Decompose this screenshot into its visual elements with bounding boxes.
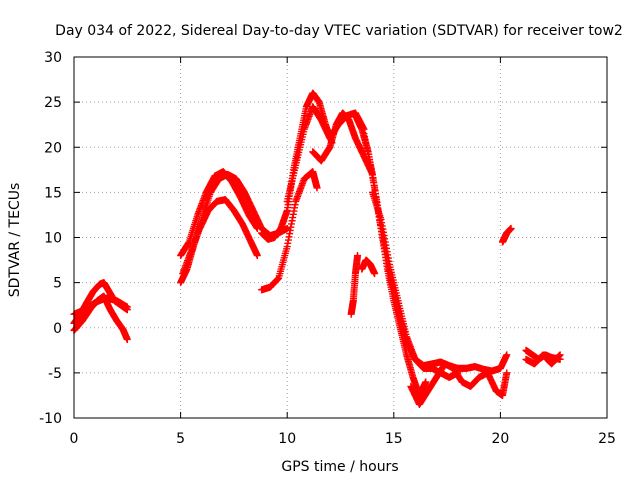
y-axis-label: SDTVAR / TECUs [7, 183, 23, 298]
data-point [507, 224, 515, 232]
series-track-d [177, 168, 261, 260]
data-point [123, 335, 131, 343]
grid-lines [74, 57, 607, 418]
y-tick-label: -10 [39, 411, 62, 427]
x-tick-label: 25 [598, 431, 616, 447]
y-tick-label: 5 [53, 276, 62, 292]
data-markers [70, 89, 564, 408]
axis-tick-labels: 0 5 10 15 20 25 -10 -5 0 5 10 15 20 25 30 [39, 50, 616, 447]
data-point [371, 270, 379, 278]
series-track-c [70, 294, 131, 318]
y-tick-label: 10 [44, 231, 62, 247]
data-point [503, 369, 511, 377]
series-track-s [522, 351, 564, 368]
y-tick-label: 15 [44, 185, 62, 201]
y-tick-label: 0 [53, 321, 62, 337]
data-point [354, 252, 362, 260]
data-point [556, 351, 564, 359]
series-track-p [358, 256, 379, 278]
x-tick-label: 5 [176, 431, 185, 447]
axis-ticks [73, 56, 608, 419]
y-tick-label: 30 [44, 50, 62, 66]
y-tick-label: -5 [48, 366, 62, 382]
chart-title: Day 034 of 2022, Sidereal Day-to-day VTE… [55, 23, 623, 39]
data-point [422, 378, 430, 386]
x-tick-label: 0 [70, 431, 79, 447]
series-track-h [258, 168, 321, 294]
series-track-j [309, 109, 376, 178]
series-track-n [407, 360, 511, 408]
x-tick-label: 15 [385, 431, 403, 447]
plot-frame [73, 56, 608, 419]
x-tick-label: 10 [278, 431, 296, 447]
y-tick-label: 20 [44, 140, 62, 156]
x-axis-label: GPS time / hours [281, 459, 398, 475]
series-track-q [499, 224, 515, 246]
y-tick-label: 25 [44, 95, 62, 111]
x-tick-label: 20 [491, 431, 509, 447]
data-point [313, 184, 321, 192]
data-point [253, 252, 261, 260]
data-point [503, 351, 511, 359]
data-point [123, 303, 131, 311]
series-track-o [347, 252, 362, 318]
